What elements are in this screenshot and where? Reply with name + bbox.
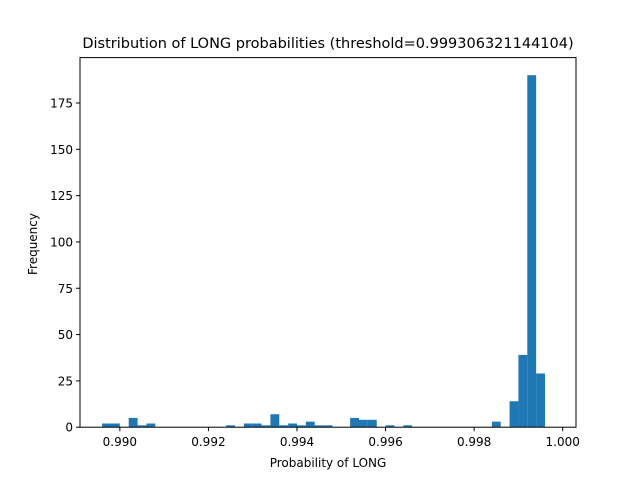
histogram-bar [491,421,501,428]
histogram-bar [279,425,289,428]
histogram-bar [226,425,235,428]
x-axis-label: Probability of LONG [270,456,387,470]
x-tick-label: 0.990 [103,435,137,449]
bars-group [102,75,545,428]
y-tick-label: 75 [58,282,73,296]
x-tick-label: 0.996 [368,435,402,449]
y-tick-label: 100 [50,235,73,249]
y-tick-label: 150 [50,143,73,157]
histogram-bar [146,423,156,428]
histogram-bar [518,354,528,428]
histogram-bar [270,414,280,428]
histogram-bar [403,425,413,428]
histogram-bar [297,425,306,428]
histogram-bar [261,425,271,428]
y-tick-label: 125 [50,189,73,203]
histogram-bar [359,419,368,428]
histogram-bar [536,373,545,428]
y-tick-label: 175 [50,96,73,110]
histogram-bar [252,423,262,428]
histogram-bar [509,401,519,428]
histogram-bar [314,425,324,428]
histogram-bar [243,423,253,428]
histogram-bar [527,75,537,428]
histogram-bar [323,425,333,428]
histogram-bar [288,423,297,428]
x-tick-label: 0.994 [280,435,314,449]
histogram-bar [102,423,111,428]
y-axis-label: Frequency [26,213,40,275]
histogram-bar [111,423,120,428]
x-tick-label: 1.000 [546,435,580,449]
x-axis-ticks: 0.990 0.992 0.994 0.996 0.998 1.000 [103,427,580,449]
histogram-bar [137,425,147,428]
chart-title: Distribution of LONG probabilities (thre… [82,36,573,52]
histogram-bar [128,417,138,428]
y-tick-label: 0 [65,421,73,435]
histogram-bar [385,425,395,428]
y-tick-label: 50 [58,328,73,342]
x-tick-label: 0.998 [457,435,491,449]
y-axis-ticks: 0 25 50 75 100 125 150 175 [50,96,80,435]
x-tick-label: 0.992 [191,435,225,449]
histogram-bar [305,421,315,428]
plot-frame [79,57,577,428]
histogram-bar [350,417,359,428]
histogram-bar [367,419,377,428]
y-tick-label: 25 [58,374,73,388]
